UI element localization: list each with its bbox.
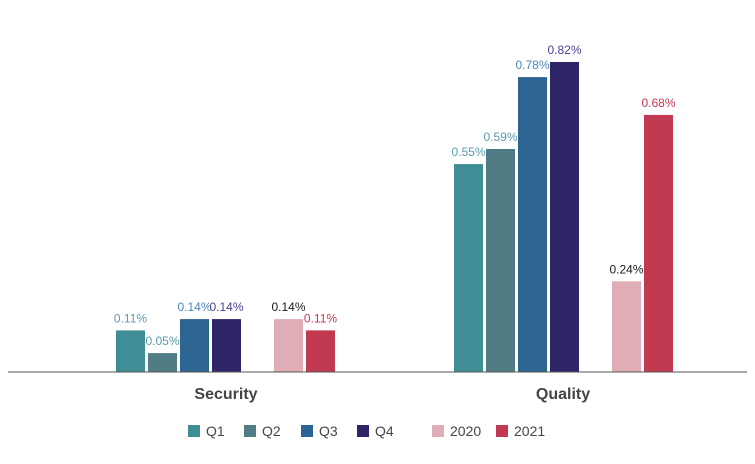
legend-label-q4: Q4: [375, 423, 394, 439]
category-labels-layer: Security Quality: [194, 386, 590, 403]
bar-security-2021: [306, 330, 335, 372]
legend-swatch-2021: [496, 425, 508, 437]
value-label-security-q3: 0.14%: [177, 300, 211, 314]
bar-quality-q3: [518, 77, 547, 372]
legend: Q1 Q2 Q3 Q4 2020 2021: [188, 423, 545, 439]
legend-item-q1: Q1: [188, 423, 225, 439]
bar-quality-2020: [612, 281, 641, 372]
legend-label-q1: Q1: [206, 423, 225, 439]
value-label-security-q2: 0.05%: [145, 334, 179, 348]
legend-swatch-q2: [244, 425, 256, 437]
legend-swatch-2020: [432, 425, 444, 437]
value-label-quality-q4: 0.82%: [547, 43, 581, 57]
value-label-quality-q1: 0.55%: [451, 145, 485, 159]
legend-item-2020: 2020: [432, 423, 481, 439]
value-labels-layer: 0.11%0.05%0.14%0.14% 0.14%0.11%0.55%0.59%…: [114, 43, 676, 348]
bar-quality-2021: [644, 114, 673, 373]
legend-swatch-q3: [301, 425, 313, 437]
bar-security-q2: [148, 353, 177, 372]
legend-label-2020: 2020: [450, 423, 481, 439]
legend-item-q2: Q2: [244, 423, 281, 439]
value-label-security-q4: 0.14%: [209, 300, 243, 314]
category-label-quality: Quality: [536, 386, 590, 403]
legend-label-2021: 2021: [514, 423, 545, 439]
value-label-quality-q3: 0.78%: [515, 58, 549, 72]
legend-item-2021: 2021: [496, 423, 545, 439]
bar-security-q4: [212, 319, 241, 372]
bar-security-q1: [116, 330, 145, 372]
bar-security-2020: [274, 319, 303, 372]
bar-quality-q4: [550, 62, 579, 372]
value-label-security-2021: 0.11%: [304, 311, 337, 325]
category-label-security: Security: [194, 386, 257, 403]
value-label-quality-2020: 0.24%: [609, 262, 643, 276]
legend-item-q3: Q3: [301, 423, 338, 439]
value-label-quality-2021: 0.68%: [641, 96, 675, 110]
bar-quality-q1: [454, 164, 483, 372]
value-label-security-2020: 0.14%: [271, 300, 305, 314]
legend-label-q3: Q3: [319, 423, 338, 439]
bars-layer: [116, 62, 673, 373]
bar-security-q3: [180, 319, 209, 372]
bar-quality-q2: [486, 149, 515, 372]
value-label-security-q1: 0.11%: [114, 311, 147, 325]
legend-swatch-q1: [188, 425, 200, 437]
legend-label-q2: Q2: [262, 423, 281, 439]
legend-item-q4: Q4: [357, 423, 394, 439]
value-label-quality-q2: 0.59%: [483, 130, 517, 144]
legend-swatch-q4: [357, 425, 369, 437]
